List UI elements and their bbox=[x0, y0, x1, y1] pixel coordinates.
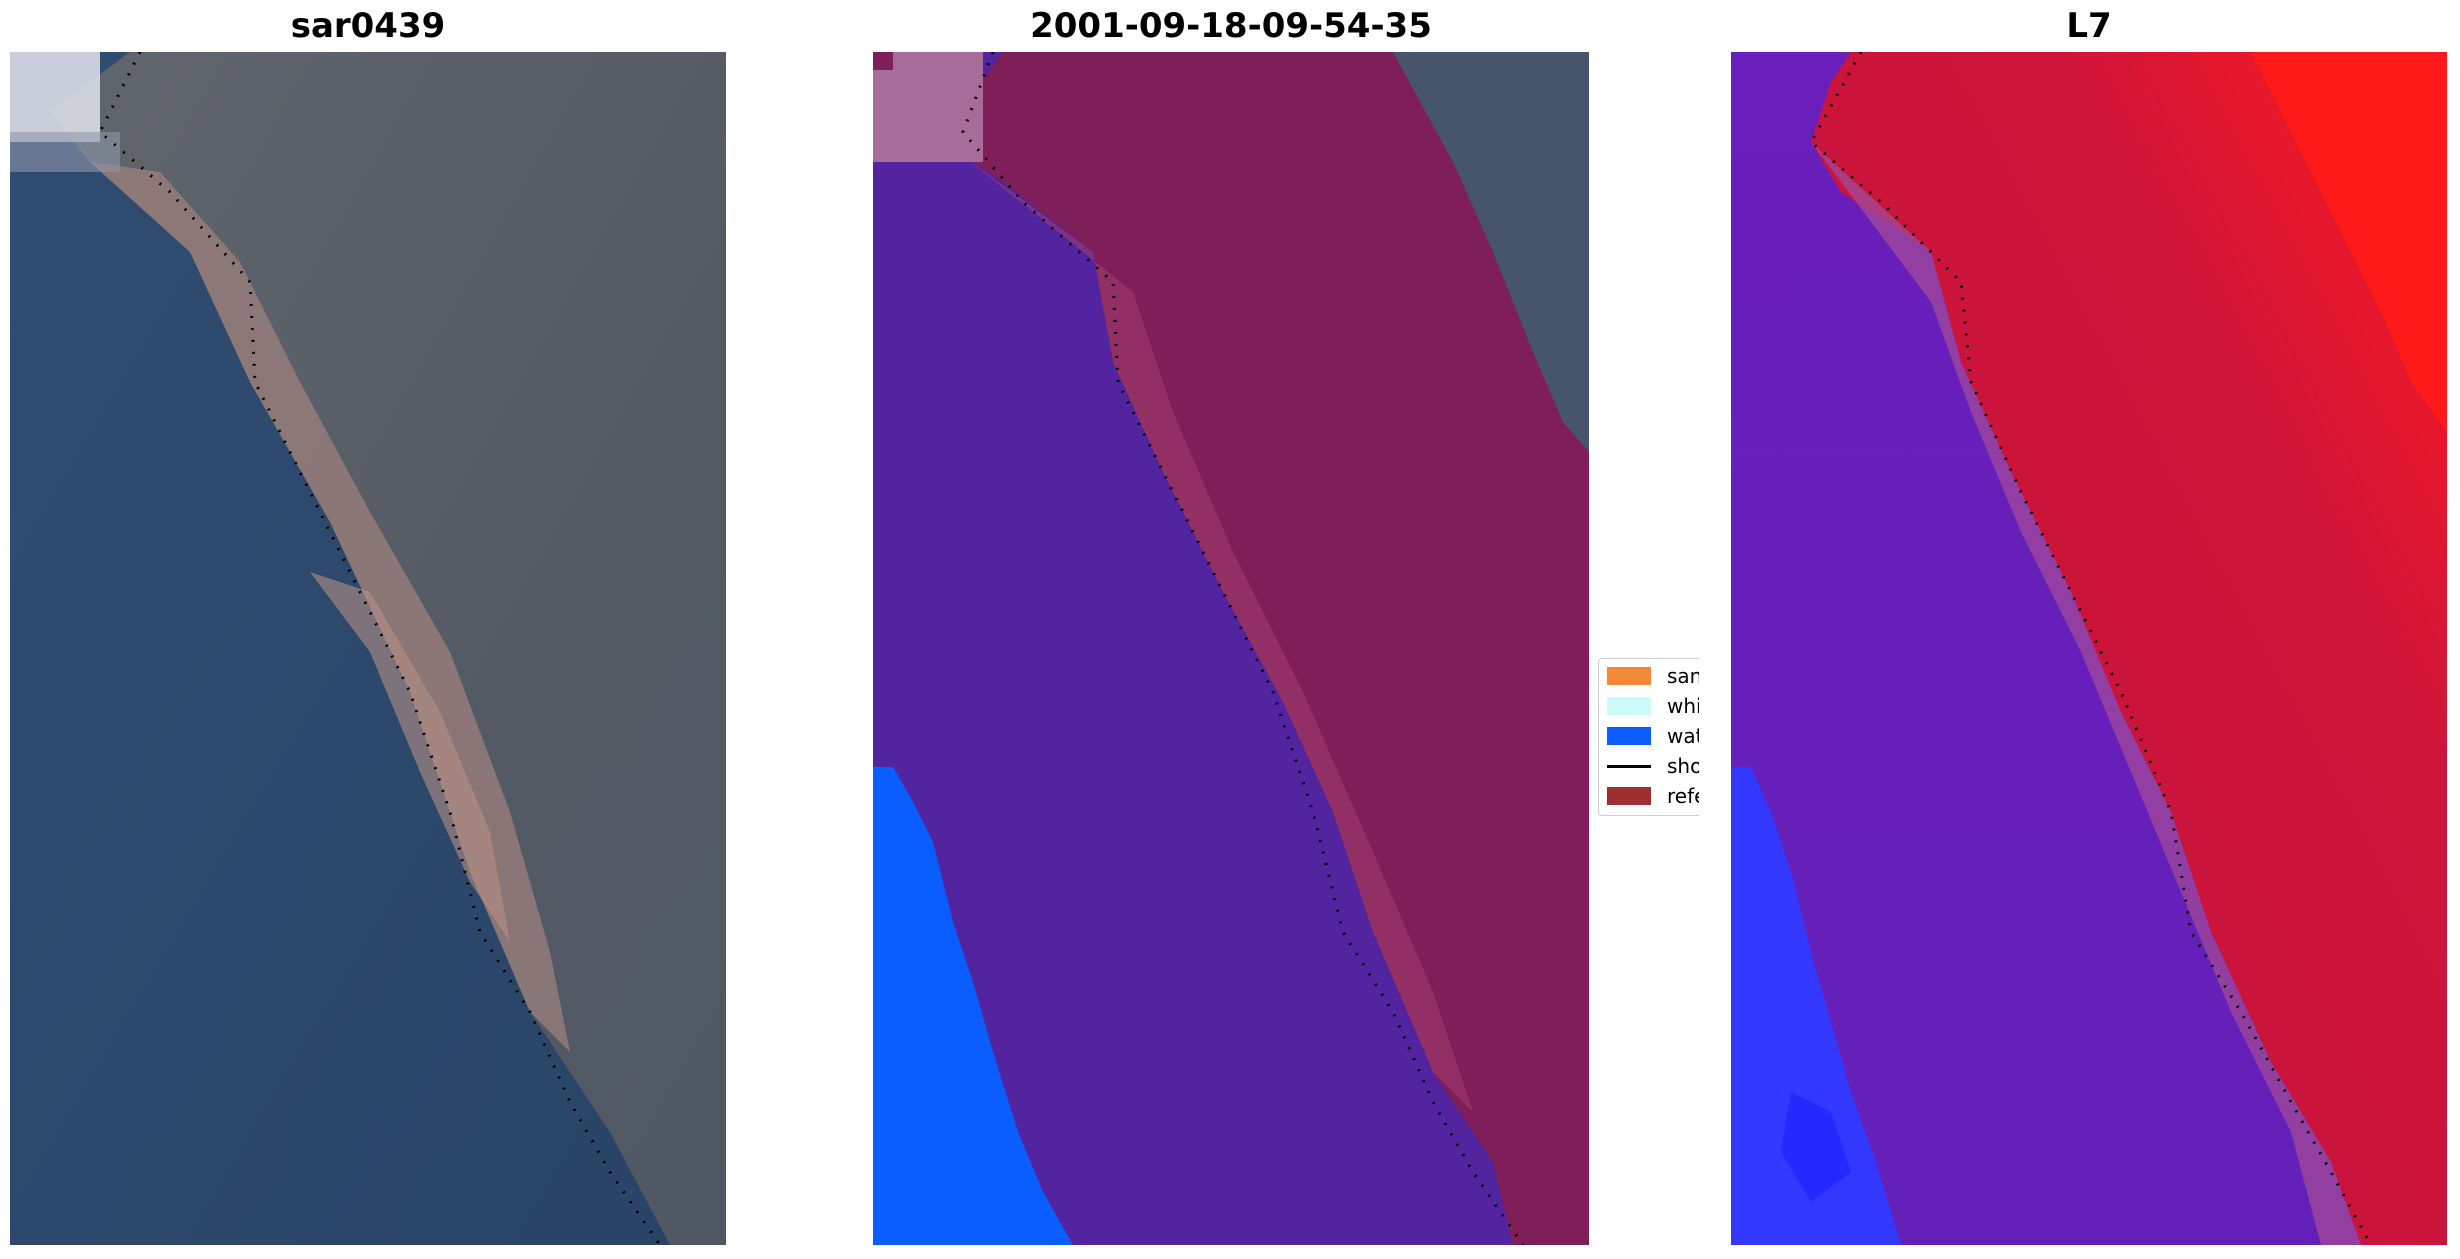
shoreline-swatch bbox=[1607, 764, 1651, 768]
rgb-cloud-edge bbox=[10, 132, 120, 172]
reference-swatch bbox=[1607, 787, 1651, 805]
legend-label-water: water bbox=[1667, 724, 1699, 748]
legend-label-shoreline: shorel bbox=[1667, 754, 1699, 778]
water-swatch bbox=[1607, 727, 1651, 745]
rgb-beach bbox=[90, 162, 570, 1052]
legend-item-shoreline: shorel bbox=[1607, 753, 1699, 779]
class-pink-corner-edge bbox=[873, 52, 893, 70]
classified-image bbox=[873, 52, 1589, 1245]
index-bright-red bbox=[2251, 52, 2447, 432]
sand-swatch bbox=[1607, 667, 1651, 685]
legend: sand whitew water shorel referen bbox=[1598, 658, 1699, 816]
index-land bbox=[1811, 52, 2447, 1245]
rgb-land bbox=[50, 52, 726, 1245]
classified-image-panel bbox=[873, 52, 1589, 1245]
legend-item-water: water bbox=[1607, 723, 1699, 749]
class-pink-corner bbox=[873, 52, 983, 162]
legend-label-whitewater: whitew bbox=[1667, 694, 1699, 718]
legend-label-sand: sand bbox=[1667, 664, 1699, 688]
index-transition bbox=[1811, 142, 2361, 1245]
index-blue bbox=[1731, 767, 1901, 1245]
legend-item-sand: sand bbox=[1607, 663, 1699, 689]
rgb-image bbox=[10, 52, 726, 1245]
rgb-beach-highlight bbox=[310, 572, 510, 942]
class-water-blue bbox=[873, 767, 1073, 1245]
rgb-image-panel bbox=[10, 52, 726, 1245]
index-blue-dark bbox=[1781, 1092, 1851, 1202]
class-land-edge bbox=[958, 152, 1473, 1112]
legend-label-reference: referen bbox=[1667, 784, 1699, 808]
index-image-panel bbox=[1731, 52, 2447, 1245]
panel-title-right: L7 bbox=[2066, 6, 2112, 46]
index-image bbox=[1731, 52, 2447, 1245]
whitewater-swatch bbox=[1607, 697, 1651, 715]
legend-item-reference: referen bbox=[1607, 783, 1699, 809]
rgb-cloud bbox=[10, 52, 100, 142]
class-land-gray bbox=[1393, 52, 1589, 452]
panel-title-left: sar0439 bbox=[290, 6, 446, 46]
legend-item-whitewater: whitew bbox=[1607, 693, 1699, 719]
panel-title-center: 2001-09-18-09-54-35 bbox=[1030, 6, 1432, 46]
shoreline bbox=[1809, 52, 2373, 1245]
